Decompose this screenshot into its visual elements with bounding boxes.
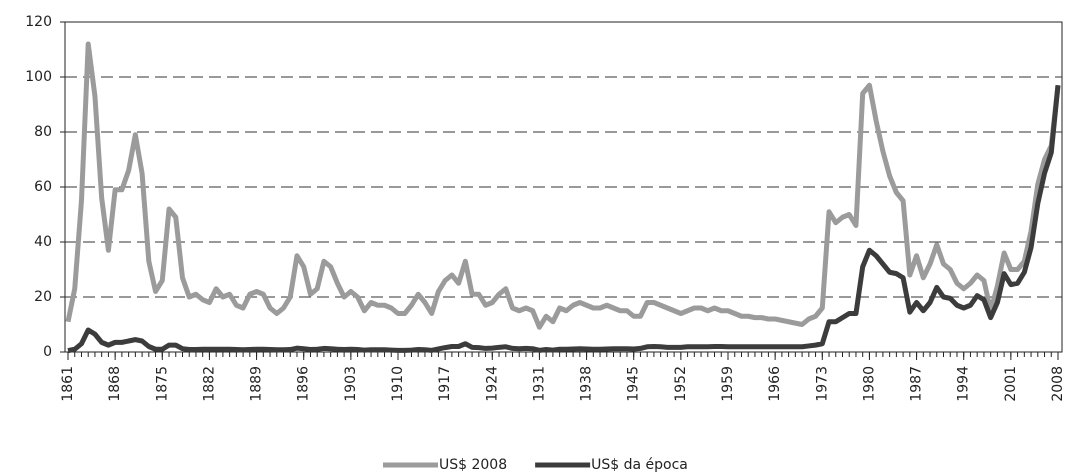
y-tick-label: 100 [25,69,52,85]
y-tick-label: 40 [34,234,52,250]
x-tick-label: 1938 [579,366,595,402]
x-tick-label: 1917 [437,366,453,402]
series-line [67,85,1061,354]
x-tick-label: 1959 [720,366,736,402]
x-tick-label: 2001 [1003,366,1019,402]
x-tick-label: 1861 [60,366,76,402]
y-tick-label: 120 [25,14,52,30]
y-tick-label: 80 [34,124,52,140]
y-tick-label: 0 [43,344,52,360]
x-tick-label: 1994 [956,366,972,402]
x-tick-label: 1987 [909,366,925,402]
x-tick-label: 1973 [814,366,830,402]
x-tick-label: 1924 [484,366,500,402]
x-tick-label: 1882 [201,366,217,402]
x-tick-label: 1952 [673,366,689,402]
x-tick-label: 1868 [107,366,123,402]
x-tick-label: 1945 [626,366,642,402]
x-tick-label: 1875 [154,366,170,402]
x-tick-label: 2008 [1050,366,1066,402]
x-tick-label: 1903 [343,366,359,402]
x-tick-label: 1980 [861,366,877,402]
y-tick-label: 20 [34,289,52,305]
x-tick-label: 1931 [531,366,547,402]
legend-label: US$ da época [591,457,688,473]
x-tick-label: 1910 [390,366,406,402]
legend-label: US$ 2008 [439,457,507,473]
x-tick-label: 1889 [249,366,265,402]
series-line [65,41,1061,330]
x-tick-label: 1896 [296,366,312,402]
y-tick-label: 60 [34,179,52,195]
x-tick-label: 1966 [767,366,783,402]
legend: US$ 2008 US$ da época [383,457,688,473]
